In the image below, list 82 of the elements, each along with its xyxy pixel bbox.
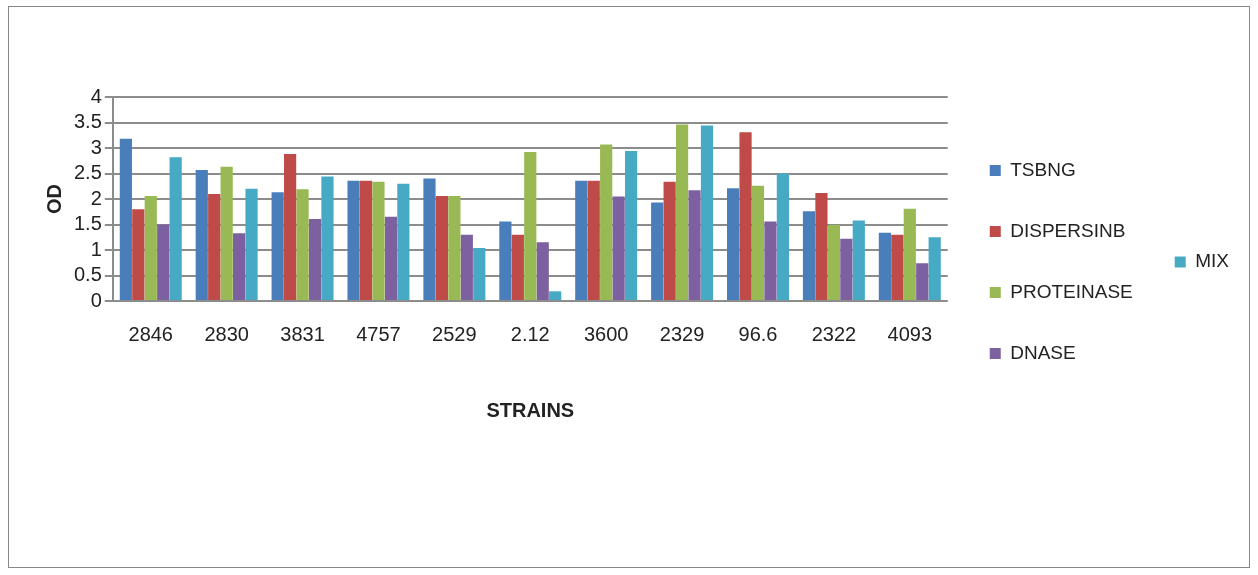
- bar: [688, 190, 701, 300]
- x-tick-label: 96.6: [738, 322, 778, 345]
- bar: [651, 202, 664, 300]
- bar: [575, 180, 588, 300]
- bar: [296, 189, 309, 300]
- bar: [903, 208, 916, 300]
- bar: [612, 196, 625, 300]
- bar: [600, 144, 613, 300]
- x-tick-label: 2.12: [510, 322, 550, 345]
- bar: [776, 173, 789, 300]
- bar: [359, 180, 373, 300]
- x-tick-label: 2322: [811, 322, 857, 345]
- bar: [827, 225, 840, 300]
- bar: [587, 180, 600, 300]
- bar: [397, 183, 410, 300]
- bar: [624, 151, 638, 300]
- bar: [802, 211, 816, 300]
- legend-label: PROTEINASE: [1010, 280, 1133, 302]
- bar: [372, 181, 385, 300]
- x-tick-label: 2529: [432, 322, 477, 345]
- x-tick-label: 2830: [204, 322, 249, 345]
- bar: [308, 218, 322, 300]
- x-tick-label: 2329: [659, 322, 705, 345]
- legend-label: TSBNG: [1010, 158, 1076, 180]
- bar: [524, 152, 537, 300]
- bar: [132, 209, 145, 300]
- bar: [916, 263, 929, 300]
- bar: [157, 224, 170, 300]
- bar: [726, 188, 740, 300]
- bar: [460, 234, 473, 300]
- y-tick-label: 3.5: [73, 110, 102, 133]
- bar: [284, 154, 297, 300]
- bar: [928, 237, 941, 300]
- bar: [347, 180, 360, 300]
- legend-label: MIX: [1195, 250, 1230, 272]
- bar: [245, 188, 258, 300]
- bar: [435, 195, 449, 300]
- bar: [448, 195, 461, 300]
- bar: [271, 192, 284, 300]
- y-tick-label: 2.5: [73, 161, 102, 184]
- x-tick-label: 2846: [128, 322, 173, 345]
- bar: [852, 220, 865, 300]
- y-tick-label: 4: [90, 84, 102, 107]
- bar: [169, 157, 182, 300]
- bar: [549, 291, 562, 300]
- legend-label: DISPERSINB: [1010, 219, 1126, 241]
- y-tick-label: 1.5: [73, 212, 102, 235]
- bar: [751, 185, 765, 300]
- bar: [119, 138, 132, 300]
- bar: [195, 169, 208, 300]
- bar: [815, 192, 828, 300]
- bar: [663, 181, 676, 300]
- bar: [233, 233, 246, 300]
- bar: [840, 238, 853, 300]
- y-axis-title: OD: [42, 184, 65, 214]
- bar: [878, 232, 891, 300]
- y-tick-label: 0.5: [73, 263, 102, 286]
- y-tick-label: 3: [90, 135, 102, 158]
- bar: [208, 193, 221, 300]
- bar: [891, 234, 904, 300]
- x-tick-label: 4093: [887, 322, 933, 345]
- bar: [499, 221, 512, 300]
- bar: [473, 247, 486, 300]
- y-tick-label: 1: [90, 237, 102, 260]
- bar: [511, 234, 524, 300]
- bar: [321, 176, 334, 300]
- bar: [423, 178, 436, 300]
- bar: [700, 125, 714, 300]
- bar: [764, 221, 777, 300]
- x-tick-label: 3831: [280, 322, 325, 345]
- x-axis-title: STRAINS: [486, 398, 575, 421]
- bar: [144, 195, 157, 300]
- bar: [536, 242, 549, 300]
- x-tick-label: 3600: [583, 322, 629, 345]
- legend-label: DNASE: [1010, 341, 1076, 363]
- y-tick-label: 0: [90, 288, 102, 311]
- bar: [384, 216, 398, 300]
- bar: [675, 124, 689, 300]
- bar: [739, 132, 752, 300]
- y-tick-label: 2: [90, 186, 102, 209]
- x-tick-label: 4757: [356, 322, 401, 345]
- bar: [220, 166, 233, 300]
